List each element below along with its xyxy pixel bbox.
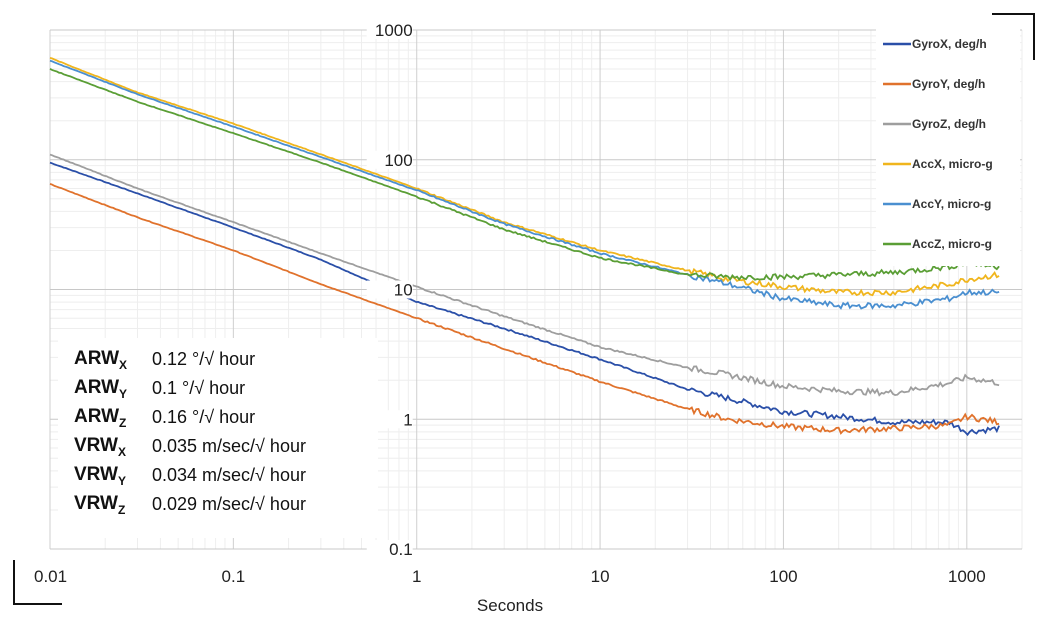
y-tick-label-bg bbox=[366, 21, 413, 39]
x-tick-label: 0.1 bbox=[222, 567, 246, 586]
rw-value: 0.035 m/sec/√ hour bbox=[152, 436, 306, 456]
series-line bbox=[49, 183, 1000, 435]
rw-axis: Z bbox=[117, 502, 126, 517]
y-tick-label: 10 bbox=[394, 281, 413, 300]
legend-background bbox=[876, 26, 1020, 266]
x-tick-label: 10 bbox=[591, 567, 610, 586]
legend-label: GyroZ, deg/h bbox=[912, 117, 986, 131]
corner-mark-top-right bbox=[992, 13, 1035, 60]
x-axis-title: Seconds bbox=[477, 596, 543, 615]
rw-label: VRW bbox=[74, 435, 118, 456]
rw-value: 0.16 °/√ hour bbox=[152, 407, 256, 427]
x-tick-label: 1000 bbox=[948, 567, 986, 586]
legend-label: AccX, micro-g bbox=[912, 157, 993, 171]
series-line bbox=[49, 153, 1000, 397]
y-tick-label-bg bbox=[366, 540, 413, 558]
rw-label: VRW bbox=[74, 493, 118, 514]
rw-value: 0.1 °/√ hour bbox=[152, 378, 246, 398]
rw-value: 0.034 m/sec/√ hour bbox=[152, 465, 306, 485]
x-tick-label: 100 bbox=[769, 567, 797, 586]
rw-label: VRW bbox=[74, 464, 118, 485]
y-tick-labels: 1000 100 10 1 0.1 bbox=[366, 21, 413, 559]
legend-label: AccY, micro-g bbox=[912, 197, 991, 211]
series-line bbox=[49, 68, 1000, 282]
series-line bbox=[49, 57, 1000, 297]
corner-mark-bottom-left bbox=[13, 560, 62, 605]
rw-label: ARW bbox=[74, 406, 120, 427]
random-walk-box: ARWX 0.12 °/√ hour ARWY 0.1 °/√ hour ARW… bbox=[58, 338, 378, 538]
x-tick-label: 1 bbox=[412, 567, 421, 586]
rw-axis: Y bbox=[117, 473, 126, 488]
rw-axis: Z bbox=[119, 415, 127, 430]
y-tick-label-bg bbox=[366, 410, 413, 429]
x-tick-labels: 0.01 0.1 1 10 100 1000 bbox=[34, 567, 986, 586]
legend: GyroX, deg/h GyroY, deg/h GyroZ, deg/h AccX… bbox=[876, 26, 1020, 266]
y-tick-label: 0.1 bbox=[389, 540, 413, 559]
rw-value: 0.12 °/√ hour bbox=[152, 349, 256, 369]
rw-axis: X bbox=[117, 444, 126, 459]
y-tick-label: 1000 bbox=[375, 21, 413, 40]
rw-value: 0.029 m/sec/√ hour bbox=[152, 494, 306, 514]
rw-axis: X bbox=[119, 357, 128, 372]
y-tick-label: 100 bbox=[384, 151, 412, 170]
series-line bbox=[49, 161, 1000, 437]
y-tick-label: 1 bbox=[403, 410, 412, 429]
series-line bbox=[49, 59, 1000, 310]
legend-label: AccZ, micro-g bbox=[912, 237, 992, 251]
series-lines bbox=[49, 57, 1000, 437]
y-tick-label-bg bbox=[366, 280, 413, 299]
major-gridlines bbox=[49, 29, 1022, 550]
legend-label: GyroX, deg/h bbox=[912, 37, 987, 51]
x-tick-label: 0.01 bbox=[34, 567, 67, 586]
rw-label: ARW bbox=[74, 348, 120, 369]
rw-axis: Y bbox=[119, 386, 128, 401]
legend-label: GyroY, deg/h bbox=[912, 77, 985, 91]
y-tick-label-bg bbox=[366, 150, 413, 169]
rw-label: ARW bbox=[74, 377, 120, 398]
